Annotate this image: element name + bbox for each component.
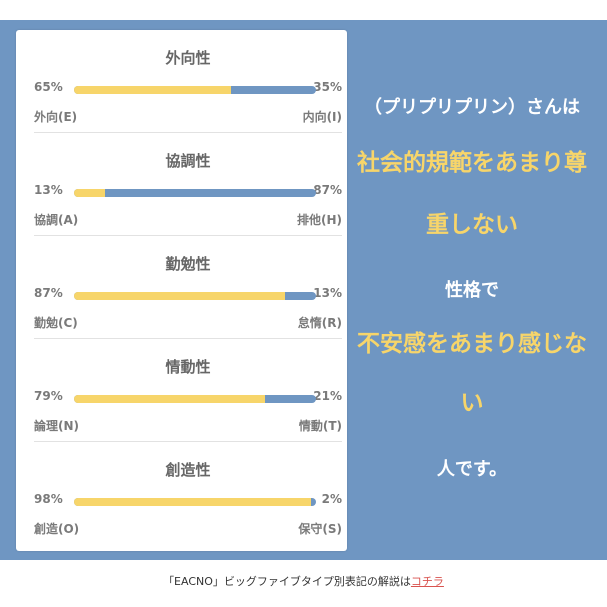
trait-conscientiousness: 勤勉性 87% 13% 勤勉(C) 怠惰(R): [34, 236, 342, 339]
left-label: 外向(E): [34, 110, 78, 124]
trait-openness: 創造性 98% 2% 創造(O) 保守(S): [34, 442, 342, 544]
right-percent: 87%: [313, 183, 342, 197]
left-percent: 65%: [34, 80, 63, 94]
trait-title: 情動性: [165, 358, 211, 376]
ending-text: 人です。: [436, 459, 508, 480]
name-line: （プリプリプリン）さんは: [364, 97, 580, 118]
trait1-line1: 社会的規範をあまり尊: [357, 150, 587, 176]
trait-bar: [74, 189, 316, 197]
trait-bar-fill: [74, 395, 266, 403]
trait1-line2: 重しない: [426, 212, 518, 238]
right-percent: 2%: [321, 492, 342, 506]
trait-emotionality: 情動性 79% 21% 論理(N) 情動(T): [34, 339, 342, 442]
left-percent: 13%: [34, 183, 63, 197]
trait2-line1: 不安感をあまり感じな: [357, 331, 587, 357]
trait-title: 協調性: [165, 152, 211, 170]
right-label: 排他(H): [296, 213, 342, 227]
footer: 「EACNO」ビッグファイブタイプ別表記の解説はコチラ: [0, 573, 607, 589]
trait-bar-fill: [74, 292, 285, 300]
right-label: 内向(I): [302, 110, 342, 124]
right-label: 情動(T): [298, 419, 342, 433]
right-label: 怠惰(R): [297, 316, 342, 330]
trait-bar: [74, 292, 316, 300]
right-percent: 13%: [313, 286, 342, 300]
right-percent: 21%: [313, 389, 342, 403]
trait-title: 創造性: [165, 461, 211, 479]
trait-title: 外向性: [165, 49, 211, 67]
left-label: 協調(A): [34, 213, 79, 227]
footer-link[interactable]: コチラ: [410, 575, 444, 588]
left-label: 勤勉(C): [34, 316, 78, 330]
trait-card: 外向性 65% 35% 外向(E) 内向(I) 協調性 13% 87% 協調(A…: [16, 30, 347, 551]
left-percent: 79%: [34, 389, 63, 403]
trait-bar-fill: [74, 189, 106, 197]
left-percent: 87%: [34, 286, 63, 300]
trait-bar-fill: [74, 86, 232, 94]
right-label: 保守(S): [298, 522, 342, 536]
left-label: 論理(N): [34, 419, 80, 433]
trait2-line2: い: [460, 390, 484, 416]
trait-title: 勤勉性: [165, 255, 211, 273]
trait-bar-fill: [74, 498, 312, 506]
trait-bar: [74, 86, 316, 94]
connector-text: 性格で: [445, 280, 499, 301]
trait-bar: [74, 395, 316, 403]
trait-agreeableness: 協調性 13% 87% 協調(A) 排他(H): [34, 133, 342, 236]
trait-extraversion: 外向性 65% 35% 外向(E) 内向(I): [34, 30, 342, 133]
left-label: 創造(O): [34, 522, 80, 536]
trait-bar: [74, 498, 316, 506]
footer-text: 「EACNO」ビッグファイブタイプ別表記の解説は: [163, 575, 411, 588]
left-percent: 98%: [34, 492, 63, 506]
right-percent: 35%: [313, 80, 342, 94]
